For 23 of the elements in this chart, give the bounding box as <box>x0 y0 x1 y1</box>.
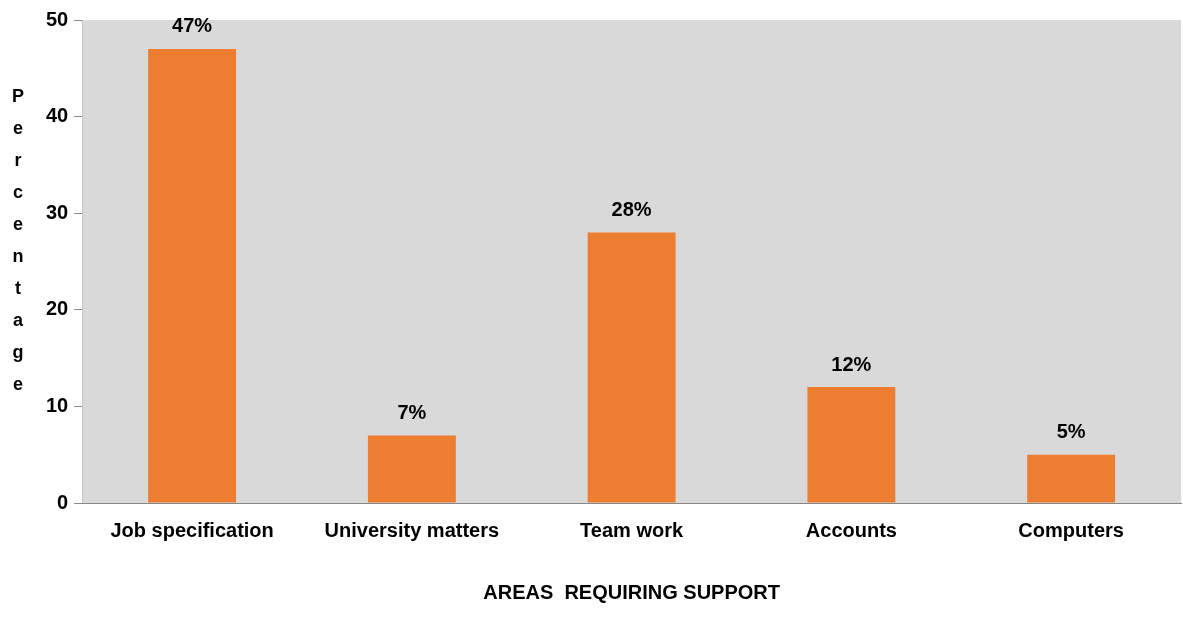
y-tick-label: 0 <box>57 490 69 513</box>
x-tick-label: Team work <box>580 518 684 541</box>
bar <box>807 387 896 503</box>
y-tick-label: 10 <box>46 393 69 416</box>
data-label: 5% <box>1056 420 1086 443</box>
data-label: 12% <box>831 352 872 375</box>
bar <box>148 48 237 503</box>
data-label: 7% <box>397 400 427 423</box>
x-axis-title: AREAS REQUIRING SUPPORT <box>483 580 780 603</box>
y-tick-label: 30 <box>46 200 69 223</box>
text: Percentage <box>11 86 25 395</box>
bar <box>587 232 676 503</box>
y-tick-label: 50 <box>46 7 69 30</box>
x-tick-label: Job specification <box>110 518 274 541</box>
data-label: 47% <box>172 14 213 37</box>
x-tick-label: University matters <box>324 518 500 541</box>
bar <box>1027 454 1116 503</box>
x-tick-label: Accounts <box>805 518 897 541</box>
y-tick-label: 20 <box>46 297 69 320</box>
x-tick-label: Computers <box>1018 518 1124 541</box>
data-label: 28% <box>611 198 652 221</box>
y-tick-label: 40 <box>46 104 69 127</box>
bar <box>367 435 456 503</box>
